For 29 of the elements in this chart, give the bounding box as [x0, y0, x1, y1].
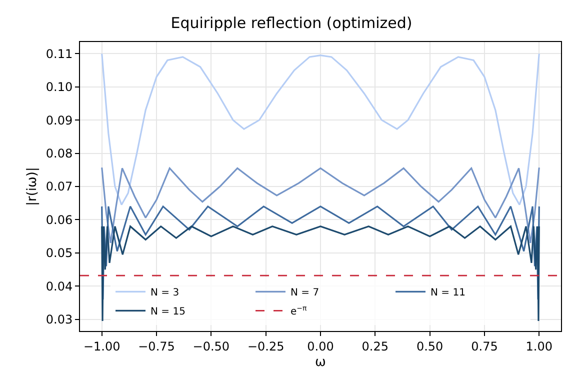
y-tick-label: 0.08 [46, 146, 73, 160]
line-series [101, 226, 540, 322]
x-tick-label: −1.00 [83, 339, 120, 354]
x-tick-label: −0.50 [192, 339, 230, 354]
x-axis-title: ω [315, 355, 326, 370]
x-tick-label: 1.00 [526, 339, 552, 354]
x-tick-label: −0.25 [247, 339, 284, 354]
legend-label: N = 15 [150, 306, 186, 318]
legend-label: N = 3 [150, 288, 180, 299]
x-tick-label: 0.75 [471, 339, 498, 354]
line-series [101, 52, 540, 206]
y-tick-label: 0.10 [46, 80, 73, 94]
y-tick-label: 0.05 [46, 246, 73, 260]
legend-label: N = 11 [430, 288, 466, 299]
y-tick-label: 0.09 [46, 113, 73, 128]
line-series [101, 166, 540, 244]
x-tick-label: 0.50 [416, 339, 444, 354]
x-tick-label: −0.75 [138, 339, 175, 354]
x-tick-label: 0.00 [307, 339, 334, 354]
y-axis-title: |r(iω)| [24, 167, 40, 206]
y-tick-label: 0.03 [46, 312, 73, 327]
legend-label: N = 7 [290, 288, 320, 299]
legend-label: e$^{−π}$ [290, 304, 308, 318]
y-tick-label: 0.06 [46, 212, 73, 227]
y-tick-label: 0.11 [46, 46, 73, 61]
y-tick-label: 0.04 [46, 279, 73, 294]
y-tick-label: 0.07 [46, 180, 73, 194]
x-tick-label: 0.25 [362, 339, 389, 354]
chart-title: Equiripple reflection (optimized) [170, 14, 412, 32]
